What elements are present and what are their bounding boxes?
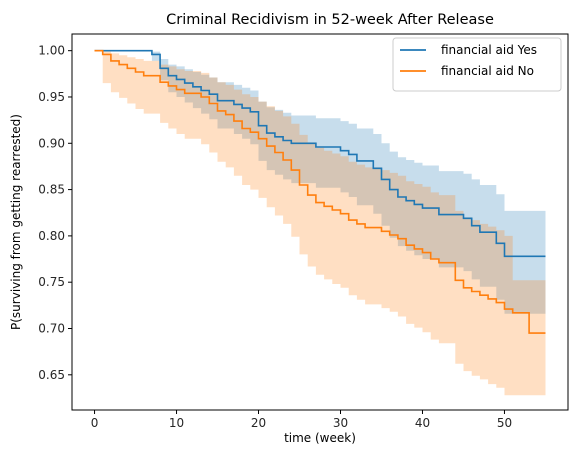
- survival-line-yes: [94, 49, 546, 258]
- survival-line-no: [94, 49, 546, 334]
- confidence-band-no: [94, 50, 546, 396]
- y-tick-label: 0.75: [38, 275, 65, 289]
- legend-box: [392, 37, 562, 92]
- y-tick-label: 0.90: [38, 136, 65, 150]
- y-tick-label: 0.95: [38, 90, 65, 104]
- legend: financial aid Yes financial aid No: [392, 37, 562, 92]
- x-tick-label: 10: [169, 416, 184, 430]
- x-tick-label: 50: [497, 416, 512, 430]
- plot-frame: [71, 33, 569, 411]
- plot-area: [94, 49, 546, 396]
- x-tick-label: 20: [251, 416, 266, 430]
- y-tick-label: 0.70: [38, 322, 65, 336]
- y-tick-label: 1.00: [38, 44, 65, 58]
- x-tick-label: 30: [333, 416, 348, 430]
- y-tick-label: 0.80: [38, 229, 65, 243]
- x-tick-label: 0: [91, 416, 99, 430]
- y-tick-label: 0.65: [38, 368, 65, 382]
- x-tick-label: 40: [415, 416, 430, 430]
- confidence-band-yes: [94, 50, 546, 314]
- legend-label-no: financial aid No: [441, 64, 534, 78]
- x-axis-label: time (week): [284, 431, 356, 445]
- legend-label-yes: financial aid Yes: [441, 43, 537, 57]
- y-axis-label: P(surviving from getting rearrested): [9, 114, 23, 330]
- y-tick-label: 0.85: [38, 183, 65, 197]
- axis-ticks: 0 10 20 30 40 50 0.65 0.70 0.75 0.80 0.85 0.90 0.95 1…: [38, 44, 512, 430]
- chart-title: Criminal Recidivism in 52-week After Rel…: [166, 12, 494, 28]
